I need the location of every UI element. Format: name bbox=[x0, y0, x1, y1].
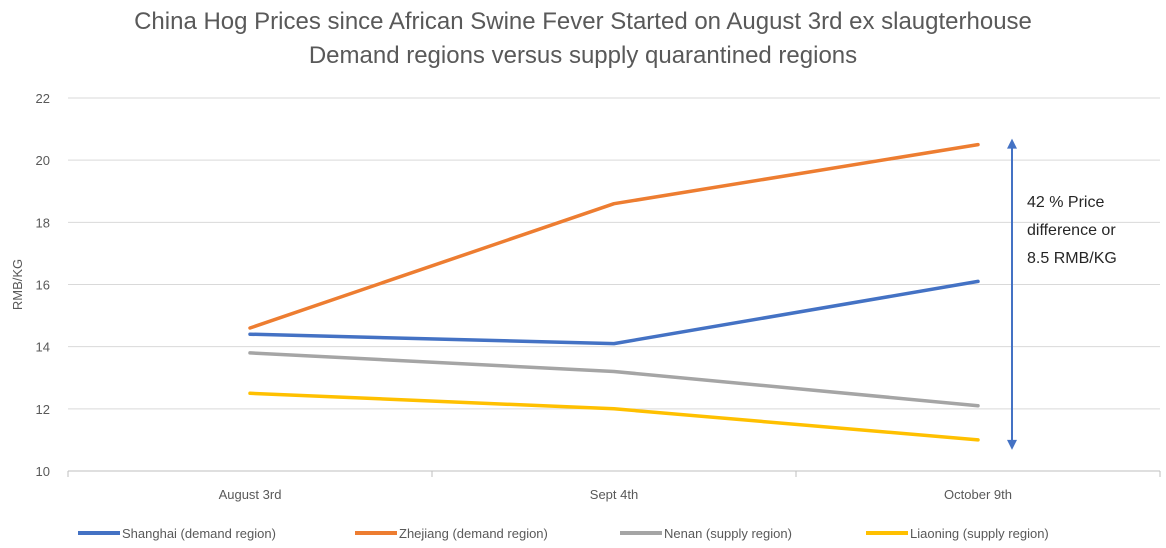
series-line bbox=[248, 391, 980, 442]
legend-label: Zhejiang (demand region) bbox=[399, 526, 548, 541]
y-tick-label: 20 bbox=[36, 153, 50, 168]
annotation-text: difference or bbox=[1027, 222, 1116, 239]
x-tick-label: August 3rd bbox=[219, 487, 282, 502]
y-tick-label: 12 bbox=[36, 402, 50, 417]
y-tick-label: 14 bbox=[36, 340, 50, 355]
y-tick-label: 16 bbox=[36, 278, 50, 293]
y-tick-label: 22 bbox=[36, 91, 50, 106]
legend-label: Liaoning (supply region) bbox=[910, 526, 1049, 541]
x-tick-label: Sept 4th bbox=[590, 487, 638, 502]
chart-title: China Hog Prices since African Swine Fev… bbox=[134, 8, 1032, 35]
legend-label: Shanghai (demand region) bbox=[122, 526, 276, 541]
annotation-text: 8.5 RMB/KG bbox=[1027, 250, 1117, 267]
annotation-arrowhead-down bbox=[1007, 439, 1017, 450]
y-tick-label: 18 bbox=[36, 215, 50, 230]
series-line bbox=[248, 142, 980, 330]
x-tick-label: October 9th bbox=[944, 487, 1012, 502]
y-tick-label: 10 bbox=[36, 464, 50, 479]
legend-label: Nenan (supply region) bbox=[664, 526, 792, 541]
y-axis-label: RMB/KG bbox=[10, 259, 25, 310]
series-line bbox=[248, 351, 980, 408]
chart-subtitle: Demand regions versus supply quarantined… bbox=[308, 42, 858, 69]
series-line bbox=[248, 279, 980, 346]
annotation-text: 42 % Price bbox=[1027, 194, 1104, 211]
annotation-arrowhead-up bbox=[1007, 138, 1017, 149]
